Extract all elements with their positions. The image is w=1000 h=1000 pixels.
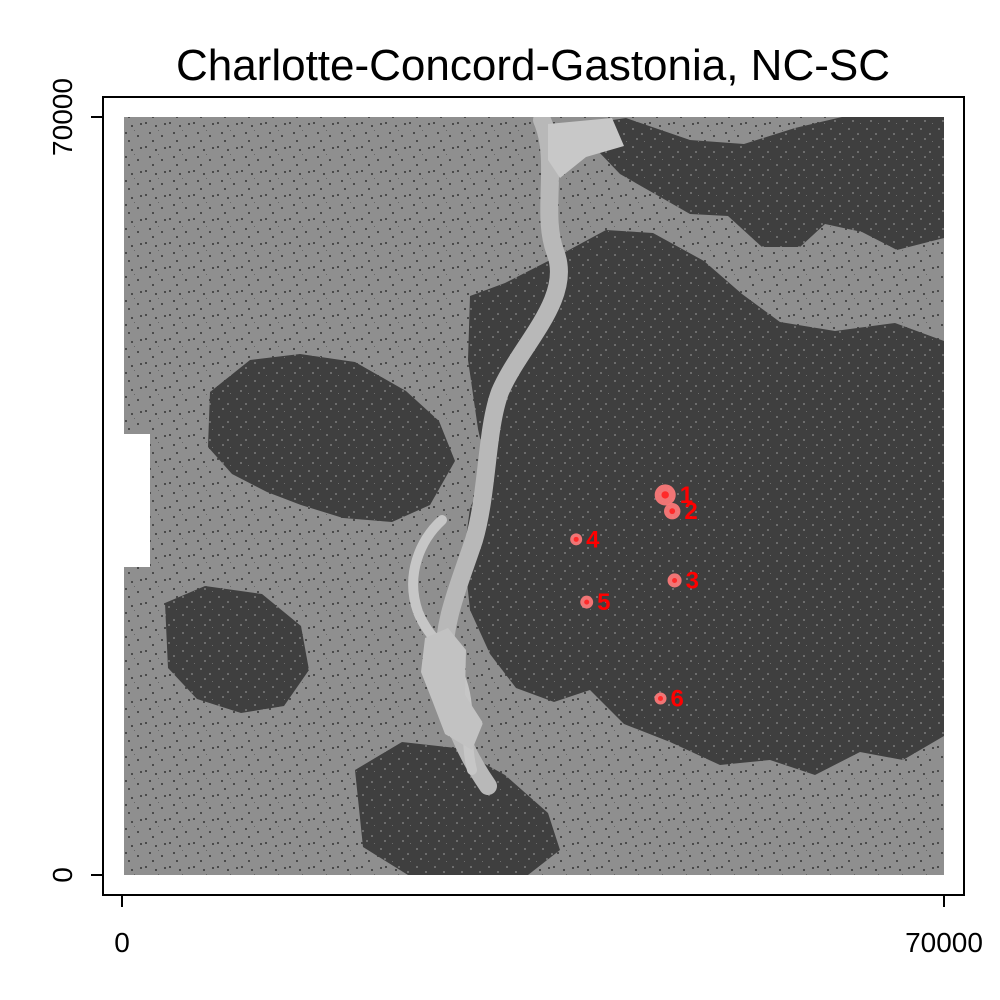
point-label-2: 2 [684, 498, 697, 525]
point-group-4: 4 [570, 526, 600, 553]
water-north-basin [548, 118, 624, 178]
y-tick-label-0: 0 [47, 867, 78, 883]
point-label-1: 1 [680, 482, 693, 509]
map-raster [124, 117, 944, 875]
point-center-6 [658, 695, 664, 701]
x-tick-label-70000: 70000 [905, 927, 983, 958]
developed-northeast [574, 117, 944, 250]
map-missing-area-left-edge [124, 434, 150, 567]
point-group-2: 2 [664, 498, 698, 525]
point-label-5: 5 [597, 589, 610, 616]
developed-core [464, 230, 944, 775]
point-group-1: 1 [654, 482, 693, 509]
point-group-5: 5 [580, 589, 611, 616]
developed-west [208, 354, 455, 522]
water-lake-southwest [421, 628, 483, 750]
point-group-3: 3 [667, 567, 699, 594]
point-center-2 [669, 508, 676, 515]
point-center-3 [672, 577, 678, 583]
points-layer: 12 3 4 5 6 [570, 482, 699, 712]
point-label-4: 4 [586, 526, 600, 553]
y-tick-label-70000: 70000 [47, 78, 78, 156]
point-center-4 [573, 536, 579, 542]
point-center-5 [584, 599, 590, 605]
x-tick-label-0: 0 [114, 927, 130, 958]
point-label-3: 3 [686, 567, 699, 594]
chart-title: Charlotte-Concord-Gastonia, NC-SC [176, 41, 890, 90]
point-group-6: 6 [654, 685, 684, 712]
developed-southwest [165, 586, 309, 713]
point-label-6: 6 [671, 685, 684, 712]
developed-south [355, 742, 560, 875]
point-center-1 [661, 491, 669, 499]
